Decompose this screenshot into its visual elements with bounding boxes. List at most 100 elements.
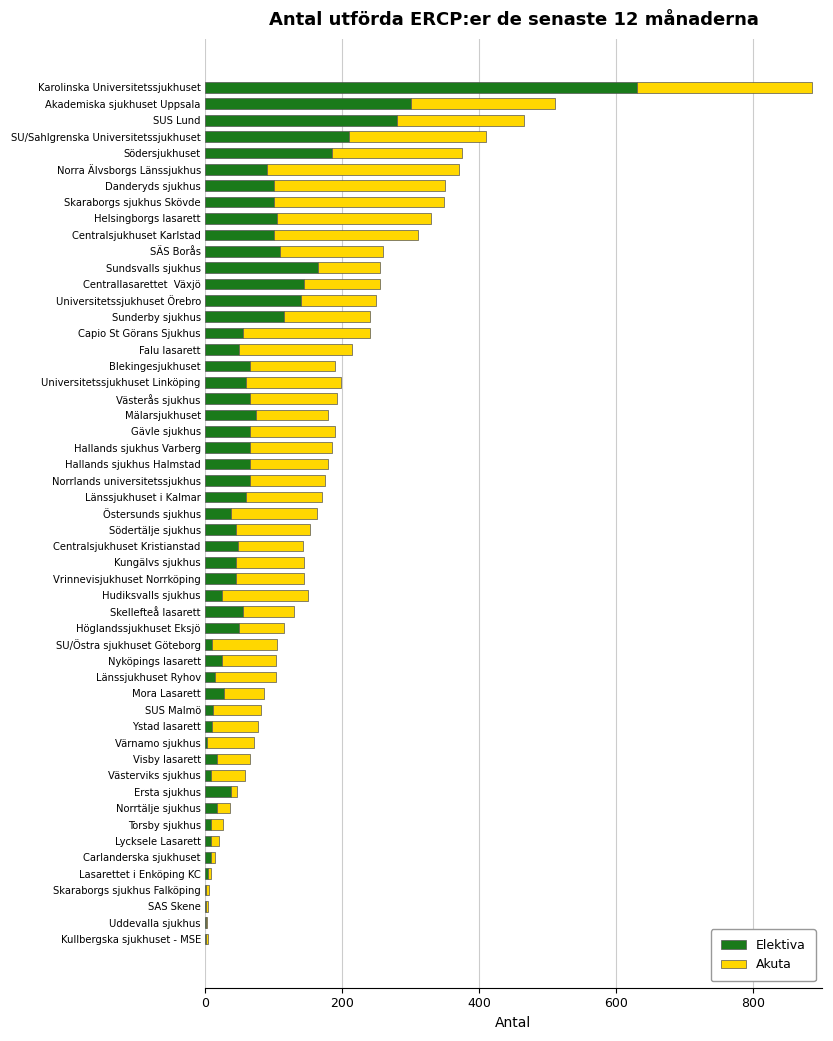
- Bar: [205, 656, 222, 666]
- Bar: [205, 164, 267, 175]
- Bar: [242, 328, 370, 338]
- Bar: [215, 671, 276, 683]
- Bar: [207, 868, 211, 879]
- Bar: [397, 115, 524, 126]
- Bar: [205, 737, 207, 747]
- Bar: [205, 868, 207, 879]
- Bar: [212, 721, 258, 732]
- Bar: [207, 737, 254, 747]
- Bar: [211, 770, 245, 781]
- Bar: [205, 360, 250, 372]
- Bar: [205, 180, 273, 192]
- Bar: [205, 934, 207, 944]
- Bar: [205, 393, 250, 404]
- Bar: [224, 688, 264, 699]
- Bar: [250, 426, 335, 437]
- Bar: [250, 442, 332, 453]
- Bar: [257, 410, 328, 421]
- Bar: [205, 262, 318, 273]
- Bar: [213, 705, 262, 715]
- Bar: [332, 148, 462, 158]
- Bar: [205, 246, 281, 256]
- Bar: [205, 819, 211, 830]
- Bar: [205, 803, 217, 813]
- Bar: [205, 574, 236, 584]
- Bar: [205, 508, 231, 518]
- Bar: [217, 754, 250, 764]
- Bar: [205, 82, 637, 93]
- Bar: [284, 311, 370, 322]
- Bar: [205, 902, 207, 912]
- Bar: [205, 442, 250, 453]
- Bar: [205, 606, 242, 617]
- Title: Antal utförda ERCP:er de senaste 12 månaderna: Antal utförda ERCP:er de senaste 12 måna…: [268, 11, 758, 29]
- Bar: [205, 426, 250, 437]
- Bar: [247, 377, 341, 387]
- Bar: [207, 885, 209, 895]
- Bar: [205, 786, 231, 797]
- Bar: [277, 213, 431, 224]
- Bar: [205, 885, 207, 895]
- Bar: [238, 540, 303, 552]
- Bar: [250, 393, 337, 404]
- Bar: [281, 246, 383, 256]
- Bar: [205, 525, 236, 535]
- Legend: Elektiva, Akuta: Elektiva, Akuta: [711, 930, 816, 982]
- Bar: [239, 345, 352, 355]
- Bar: [236, 525, 310, 535]
- Bar: [231, 508, 317, 518]
- Bar: [205, 540, 238, 552]
- Bar: [205, 639, 212, 650]
- Bar: [212, 852, 215, 863]
- Bar: [273, 180, 445, 192]
- Bar: [318, 262, 380, 273]
- Bar: [222, 590, 308, 601]
- Bar: [273, 197, 443, 207]
- Bar: [205, 770, 211, 781]
- Bar: [231, 786, 237, 797]
- Bar: [304, 279, 380, 289]
- Bar: [267, 164, 459, 175]
- Bar: [217, 803, 230, 813]
- Bar: [242, 606, 294, 617]
- Bar: [205, 836, 211, 846]
- Bar: [205, 328, 242, 338]
- Bar: [205, 345, 239, 355]
- Bar: [205, 688, 224, 699]
- Bar: [205, 148, 332, 158]
- Bar: [212, 639, 277, 650]
- Bar: [205, 852, 212, 863]
- Bar: [205, 213, 277, 224]
- Bar: [205, 377, 247, 387]
- Bar: [211, 836, 219, 846]
- X-axis label: Antal: Antal: [496, 1016, 531, 1030]
- Bar: [301, 295, 377, 306]
- Bar: [205, 754, 217, 764]
- Bar: [250, 476, 325, 486]
- Bar: [205, 476, 250, 486]
- Bar: [222, 656, 276, 666]
- Bar: [205, 279, 304, 289]
- Bar: [250, 459, 328, 469]
- Bar: [205, 99, 411, 109]
- Bar: [239, 623, 284, 633]
- Bar: [250, 360, 335, 372]
- Bar: [205, 229, 273, 240]
- Bar: [205, 671, 215, 683]
- Bar: [205, 131, 349, 142]
- Bar: [205, 295, 301, 306]
- Bar: [205, 459, 250, 469]
- Bar: [205, 410, 257, 421]
- Bar: [205, 590, 222, 601]
- Bar: [247, 491, 322, 502]
- Bar: [205, 491, 247, 502]
- Bar: [236, 574, 304, 584]
- Bar: [349, 131, 486, 142]
- Bar: [236, 557, 304, 567]
- Bar: [205, 197, 273, 207]
- Bar: [205, 721, 212, 732]
- Bar: [205, 311, 284, 322]
- Bar: [205, 705, 213, 715]
- Bar: [205, 557, 236, 567]
- Bar: [206, 917, 207, 929]
